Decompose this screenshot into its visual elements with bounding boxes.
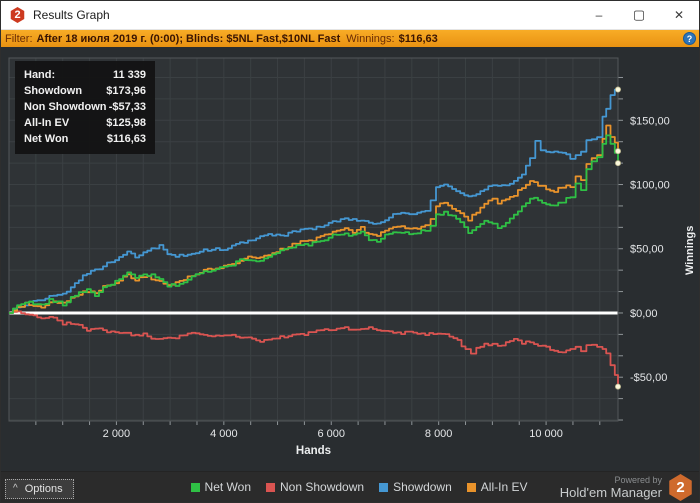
stat-label: Non Showdown [24, 101, 107, 113]
winnings-value: $116,63 [398, 32, 438, 45]
x-tick-label: 8 000 [425, 428, 453, 440]
brand-name: Hold'em Manager [559, 485, 662, 500]
x-axis-title: Hands [295, 445, 332, 457]
chevron-up-icon: ^ [13, 483, 18, 494]
legend-label: Showdown [393, 480, 452, 494]
stat-label: Showdown [24, 85, 83, 97]
powered-by-block: Powered by Hold'em Manager 2 [560, 474, 693, 501]
stat-row: Showdown $173,96 [24, 83, 146, 99]
maximize-button[interactable]: ▢ [632, 7, 646, 22]
legend-item[interactable]: All-In EV [466, 480, 528, 494]
stat-row: Hand: 11 339 [24, 67, 146, 83]
legend-swatch-icon [266, 482, 275, 492]
minimize-button[interactable]: – [595, 8, 603, 22]
legend-swatch-icon [466, 482, 476, 492]
series-line-non-showdown [9, 310, 619, 387]
y-tick-label: $100,00 [630, 180, 670, 192]
legend-label: Non Showdown [280, 480, 365, 494]
y-tick-label: $0,00 [630, 308, 658, 320]
stat-value: 11 339 [112, 69, 146, 81]
powered-by-label: Powered by [614, 475, 662, 485]
x-tick-label: 2 000 [103, 428, 131, 440]
legend-item[interactable]: Showdown [379, 480, 452, 494]
legend-label: All-In EV [480, 480, 528, 494]
filter-bar: Filter: After 18 июля 2019 г. (0:00); Bl… [1, 30, 699, 47]
help-icon[interactable]: ? [683, 32, 696, 45]
filter-text: After 18 июля 2019 г. (0:00); Blinds: $5… [36, 32, 341, 45]
options-button[interactable]: ^ Options [5, 479, 74, 499]
series-end-marker [615, 86, 622, 93]
stat-row: Non Showdown -$57,33 [24, 99, 146, 115]
x-tick-label: 10 000 [529, 428, 563, 440]
stat-value: $173,96 [106, 85, 146, 97]
filter-prefix: Filter: [5, 32, 33, 45]
series-end-marker [615, 160, 622, 167]
stat-row: All-In EV $125,98 [24, 115, 146, 131]
legend-swatch-icon [190, 482, 200, 492]
series-line-net-won [9, 134, 619, 314]
legend-label: Net Won [204, 480, 251, 494]
close-button[interactable]: ✕ [673, 8, 685, 22]
chart-panel: 2 000 4 000 6 000 8 000 10 000 $150,00 $100,00… [1, 47, 699, 471]
bottom-bar: ^ Options Net Won Non Showdown Showdown All… [1, 471, 699, 502]
stat-value: -$57,33 [108, 101, 146, 113]
y-axis-title: Winnings [684, 225, 696, 275]
hm2-logo-icon: 2 [669, 474, 692, 501]
options-label: Options [24, 483, 63, 495]
stat-label: Net Won [24, 133, 69, 145]
x-tick-label: 6 000 [317, 428, 345, 440]
window-title: Results Graph [33, 8, 110, 22]
series-end-marker [615, 383, 622, 390]
y-tick-label: $50,00 [630, 244, 664, 256]
stat-value: $125,98 [106, 117, 146, 129]
y-tick-label: -$50,00 [630, 372, 667, 384]
stat-value: $116,63 [106, 133, 146, 145]
series-line-showdown [9, 88, 619, 314]
title-bar: 2 Results Graph – ▢ ✕ [1, 1, 699, 30]
stats-box: Hand: 11 339 Showdown $173,96 Non Showdown -$… [15, 61, 155, 154]
stat-label: Hand: [24, 69, 56, 81]
series-end-marker [615, 148, 622, 155]
x-tick-label: 4 000 [210, 428, 238, 440]
legend-swatch-icon [379, 482, 389, 492]
chart-legend: Net Won Non Showdown Showdown All-In EV [190, 480, 528, 494]
hm2-app-icon: 2 [10, 7, 25, 23]
y-tick-label: $150,00 [630, 115, 670, 127]
winnings-label: Winnings: [346, 32, 395, 45]
legend-item[interactable]: Non Showdown [266, 480, 364, 494]
legend-item[interactable]: Net Won [190, 480, 251, 494]
stat-label: All-In EV [24, 117, 70, 129]
stat-row: Net Won $116,63 [24, 131, 146, 147]
